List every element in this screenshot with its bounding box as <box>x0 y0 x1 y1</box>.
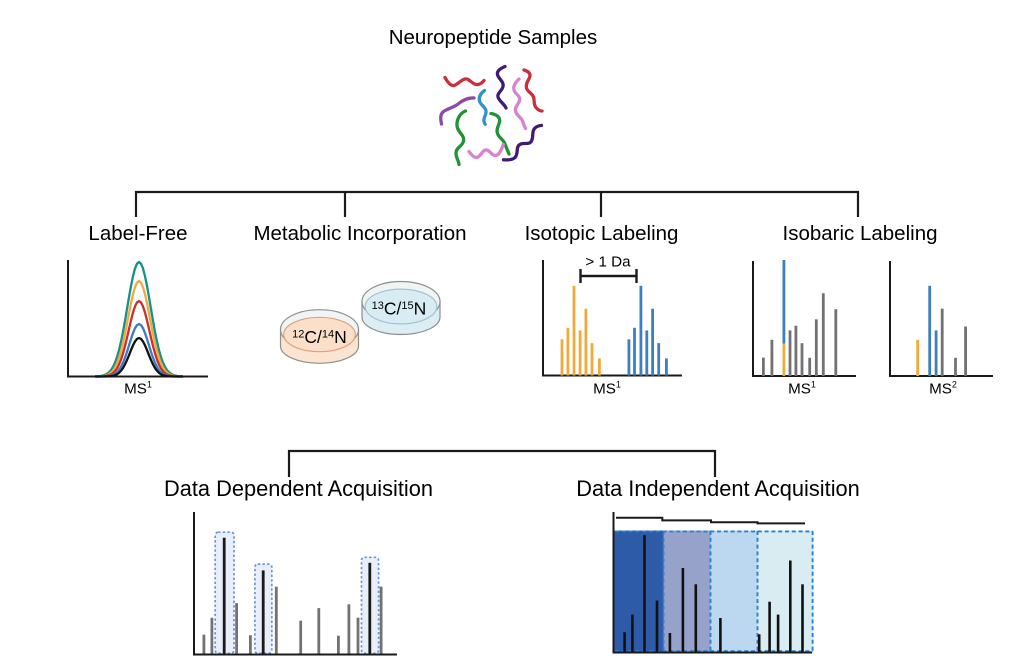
svg-text:Data Independent Acquisition: Data Independent Acquisition <box>576 476 860 501</box>
svg-text:Label-Free: Label-Free <box>88 222 187 245</box>
svg-text:MS1: MS1 <box>124 380 152 398</box>
svg-text:13C/15N: 13C/15N <box>372 299 427 319</box>
svg-text:> 1 Da: > 1 Da <box>585 254 631 271</box>
svg-text:MS1: MS1 <box>788 380 816 398</box>
svg-text:Isobaric Labeling: Isobaric Labeling <box>783 222 938 245</box>
svg-text:Data Dependent Acquisition: Data Dependent Acquisition <box>164 476 433 501</box>
svg-text:Neuropeptide Samples: Neuropeptide Samples <box>389 26 598 49</box>
svg-text:12C/14N: 12C/14N <box>292 327 347 347</box>
svg-text:Isotopic Labeling: Isotopic Labeling <box>525 222 679 245</box>
svg-text:MS1: MS1 <box>593 380 621 398</box>
svg-text:MS2: MS2 <box>929 380 957 398</box>
svg-text:Metabolic Incorporation: Metabolic Incorporation <box>253 222 466 245</box>
